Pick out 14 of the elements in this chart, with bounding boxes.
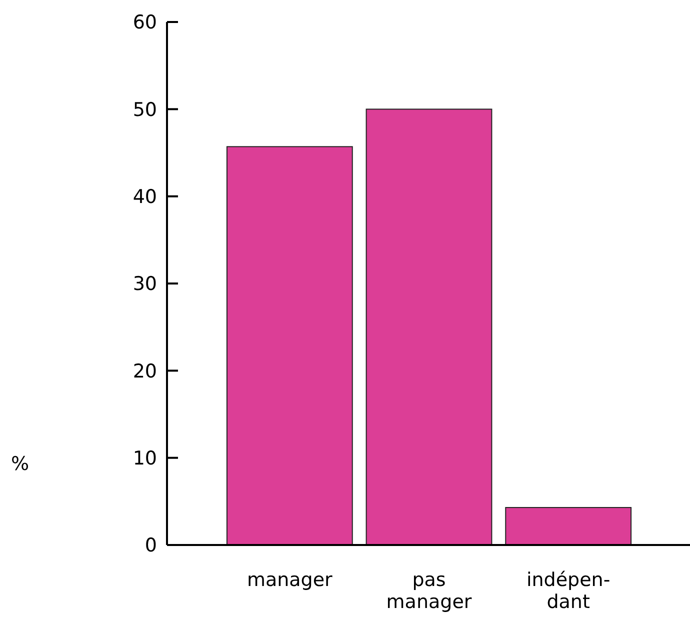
x-tick-label: pas manager — [386, 569, 472, 613]
bar — [226, 146, 353, 546]
x-tick-label: manager — [246, 569, 333, 591]
x-tick-label: indépen- dant — [526, 569, 610, 613]
bar — [366, 108, 492, 546]
y-tick-label: 0 — [144, 534, 157, 557]
y-tick-label: 50 — [132, 98, 157, 121]
y-tick-label: 20 — [132, 360, 157, 382]
y-tick-label: 10 — [132, 447, 157, 470]
bar — [505, 507, 632, 546]
text: % — [10, 453, 30, 475]
y-tick-label: 30 — [132, 273, 157, 296]
y-tick-label: 60 — [132, 12, 157, 34]
y-tick-label: 40 — [132, 186, 157, 208]
